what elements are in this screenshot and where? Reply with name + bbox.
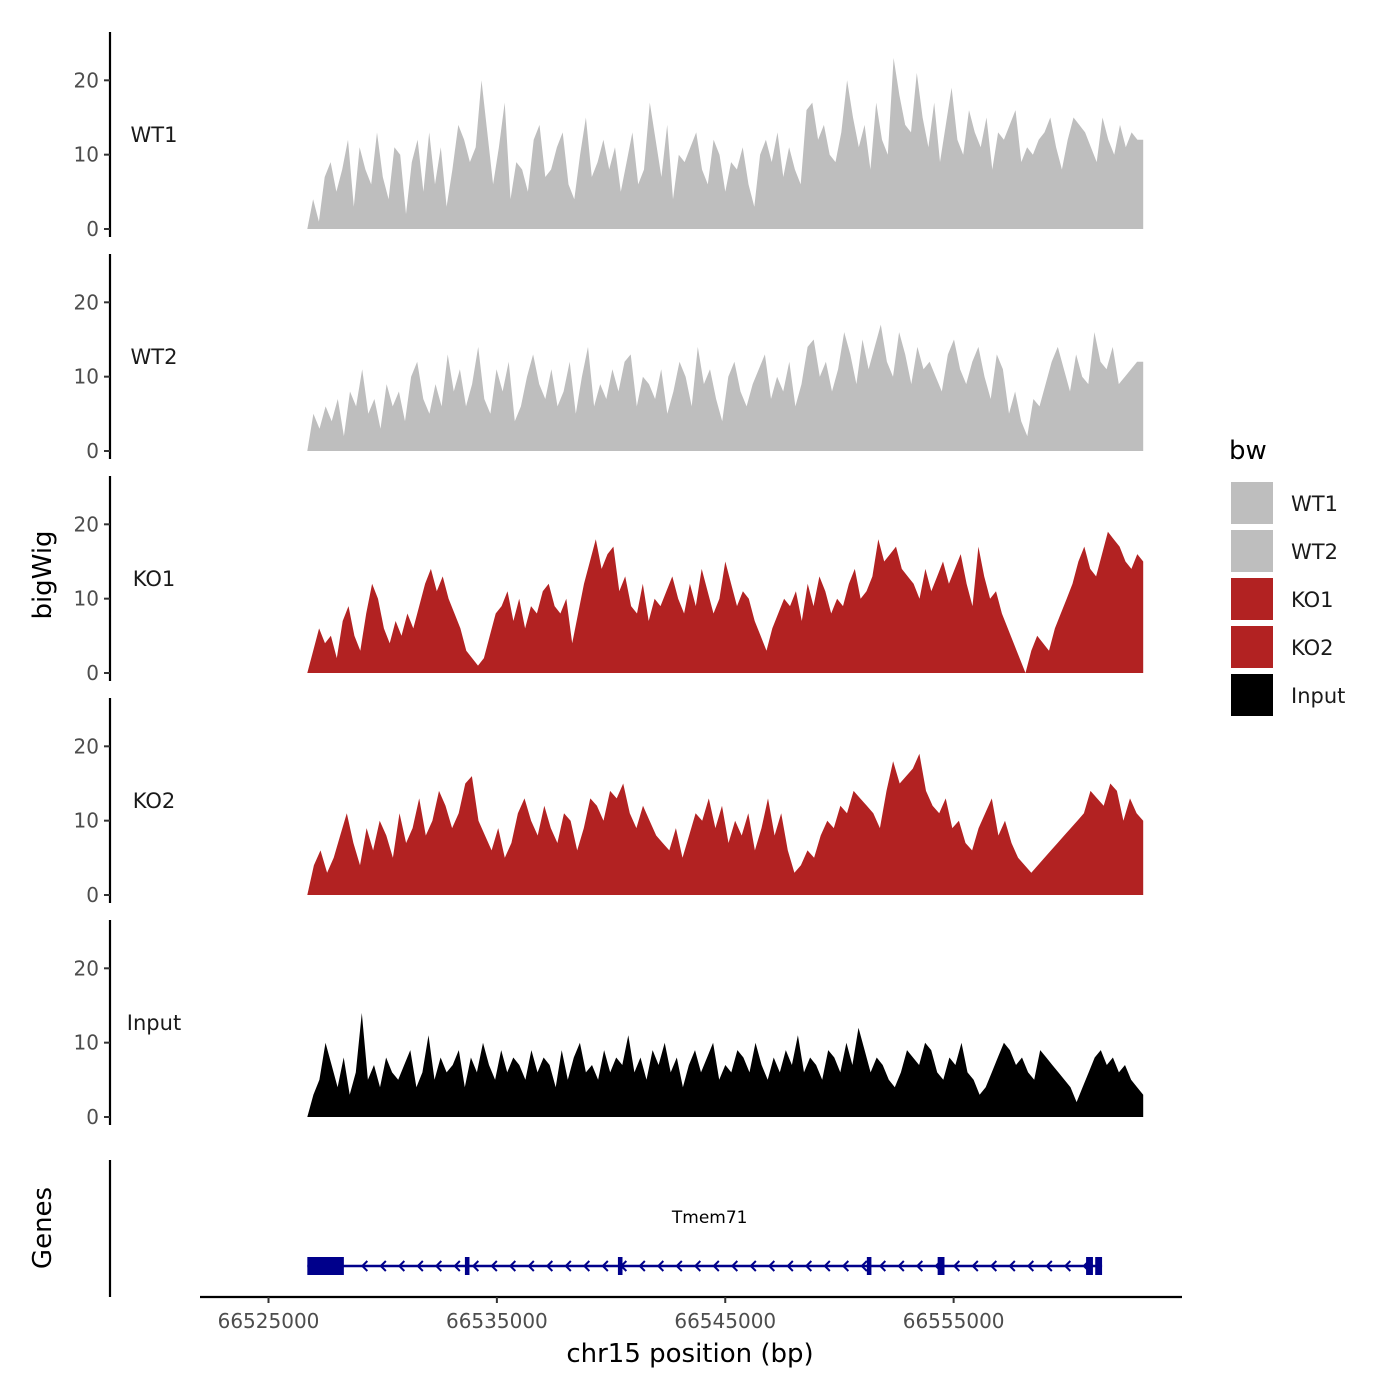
x-axis-title: chr15 position (bp) (566, 1339, 813, 1369)
strand-arrow (638, 1260, 646, 1272)
gene-track: Tmem71 (108, 1160, 1103, 1297)
strand-arrow (1026, 1260, 1035, 1272)
strand-arrow (1045, 1260, 1053, 1272)
legend: bw WT1 WT2 KO1 KO2 Input (1229, 436, 1345, 718)
strand-arrow (860, 1260, 868, 1272)
y-tick-label: 0 (86, 1105, 99, 1129)
track-label-input: Input (127, 1011, 181, 1035)
gene-exon (307, 1257, 344, 1275)
y-tick-label: 0 (86, 661, 99, 685)
strand-arrow (675, 1260, 683, 1272)
strand-arrow (878, 1260, 887, 1272)
y-axis-title-genes: Genes (28, 1187, 58, 1269)
y-tick-label: 0 (86, 217, 99, 241)
legend-swatch-ko1 (1229, 576, 1275, 622)
strand-arrow (471, 1260, 480, 1272)
legend-swatch-ko2 (1229, 624, 1275, 670)
coverage-area-ko1 (307, 531, 1144, 673)
strand-arrow (434, 1260, 443, 1272)
y-tick-label: 10 (74, 365, 99, 389)
strand-arrow (416, 1260, 424, 1272)
coverage-area-ko2 (307, 753, 1144, 895)
legend-swatch-wt2 (1229, 528, 1275, 574)
track-label-ko1: KO1 (133, 567, 176, 591)
strand-arrow (786, 1260, 794, 1272)
strand-arrow (564, 1260, 572, 1272)
strand-arrow (823, 1260, 831, 1272)
strand-arrow (730, 1260, 739, 1272)
x-tick-label: 66535000 (446, 1309, 548, 1333)
y-tick-label: 10 (74, 809, 99, 833)
strand-arrow (712, 1260, 720, 1272)
strand-arrow (767, 1260, 776, 1272)
coverage-area-input (307, 1012, 1144, 1117)
legend-label-wt1: WT1 (1291, 492, 1338, 516)
strand-arrow (601, 1260, 609, 1272)
strand-arrow (971, 1260, 979, 1272)
strand-arrow (490, 1260, 498, 1272)
tracks-layer: 0 10 20 WT1 0 10 20 WT2 0 10 20 KO1 0 10 20 KO2 0 10 20 Inp… (74, 32, 1144, 1129)
legend-label-input: Input (1291, 684, 1345, 708)
track-label-wt2: WT2 (131, 345, 178, 369)
strand-arrow (1008, 1260, 1016, 1272)
y-tick-label: 20 (74, 68, 99, 92)
strand-arrow (397, 1260, 406, 1272)
strand-arrow (656, 1260, 665, 1272)
legend-label-ko1: KO1 (1291, 588, 1334, 612)
y-tick-label: 20 (74, 290, 99, 314)
strand-arrow (582, 1260, 591, 1272)
x-tick-label: 66555000 (903, 1309, 1005, 1333)
x-tick-label: 66545000 (674, 1309, 776, 1333)
track-ko2: 0 10 20 KO2 (74, 698, 1144, 907)
legend-swatch-wt1 (1229, 480, 1275, 526)
y-axis-title-bigwig: bigWig (28, 530, 58, 619)
gene-label: Tmem71 (671, 1208, 748, 1228)
strand-arrow (379, 1260, 387, 1272)
strand-arrow (952, 1260, 961, 1272)
coverage-area-wt1 (307, 58, 1144, 229)
track-input: 0 10 20 Input (74, 920, 1144, 1129)
y-tick-label: 0 (86, 439, 99, 463)
gene-exon (937, 1257, 945, 1275)
strand-arrow (841, 1260, 850, 1272)
x-tick-label: 66525000 (218, 1309, 320, 1333)
strand-arrow (749, 1260, 757, 1272)
gene-exon (1086, 1257, 1093, 1275)
gene-exon (617, 1257, 623, 1275)
strand-arrow (527, 1260, 535, 1272)
y-tick-label: 10 (74, 587, 99, 611)
x-axis: 66525000 66535000 66545000 66555000 (200, 1295, 1182, 1333)
gene-exon (1095, 1257, 1103, 1275)
track-wt1: 0 10 20 WT1 (74, 32, 1144, 241)
y-tick-label: 20 (74, 512, 99, 536)
strand-arrow (897, 1260, 905, 1272)
strand-arrow (989, 1260, 998, 1272)
gene-exon (866, 1257, 872, 1275)
strand-arrow (453, 1260, 461, 1272)
y-tick-label: 0 (86, 883, 99, 907)
coverage-area-wt2 (307, 324, 1144, 451)
legend-title: bw (1229, 436, 1267, 466)
strand-arrow (508, 1260, 517, 1272)
strand-arrow (693, 1260, 702, 1272)
track-label-ko2: KO2 (133, 789, 176, 813)
track-label-wt1: WT1 (131, 123, 178, 147)
strand-arrow (915, 1260, 924, 1272)
track-wt2: 0 10 20 WT2 (74, 254, 1144, 463)
track-ko1: 0 10 20 KO1 (74, 476, 1144, 685)
strand-arrow (360, 1260, 369, 1272)
strand-arrow (804, 1260, 813, 1272)
y-tick-label: 10 (74, 143, 99, 167)
legend-swatch-input (1229, 672, 1275, 718)
y-tick-label: 20 (74, 956, 99, 980)
strand-arrow (1063, 1260, 1072, 1272)
gene-exon (464, 1257, 470, 1275)
y-tick-label: 20 (74, 734, 99, 758)
legend-label-ko2: KO2 (1291, 636, 1334, 660)
y-tick-label: 10 (74, 1031, 99, 1055)
strand-arrow (545, 1260, 554, 1272)
legend-label-wt2: WT2 (1291, 540, 1338, 564)
